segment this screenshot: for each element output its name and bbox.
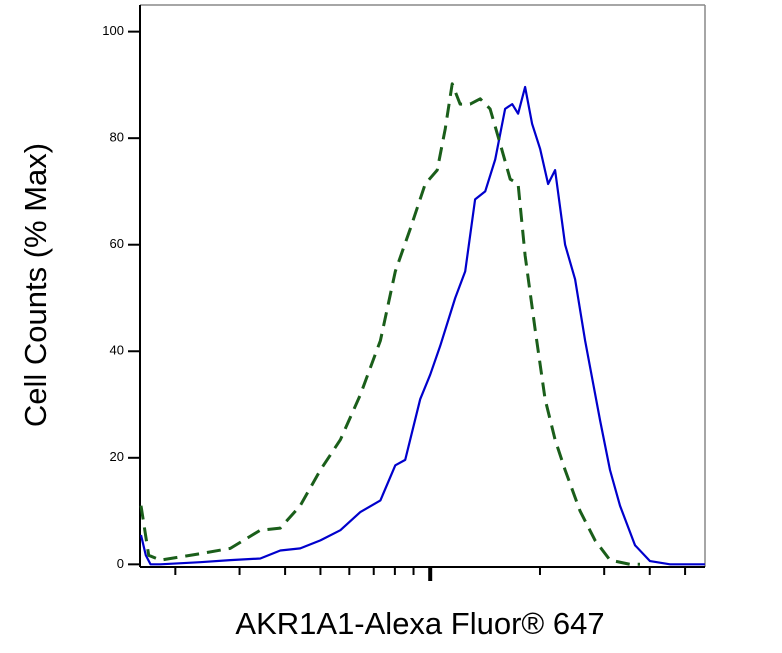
y-tick-label: 40 — [110, 343, 124, 358]
y-tick-label: 20 — [110, 449, 124, 464]
y-tick-label: 80 — [110, 130, 124, 145]
y-tick-label: 60 — [110, 236, 124, 251]
y-tick-label: 0 — [117, 556, 124, 571]
series-line — [139, 85, 705, 566]
x-axis-label: AKR1A1-Alexa Fluor® 647 — [235, 606, 604, 641]
series-line — [139, 82, 640, 566]
y-tick-label: 100 — [102, 23, 124, 38]
y-axis-label: Cell Counts (% Max) — [18, 143, 53, 427]
